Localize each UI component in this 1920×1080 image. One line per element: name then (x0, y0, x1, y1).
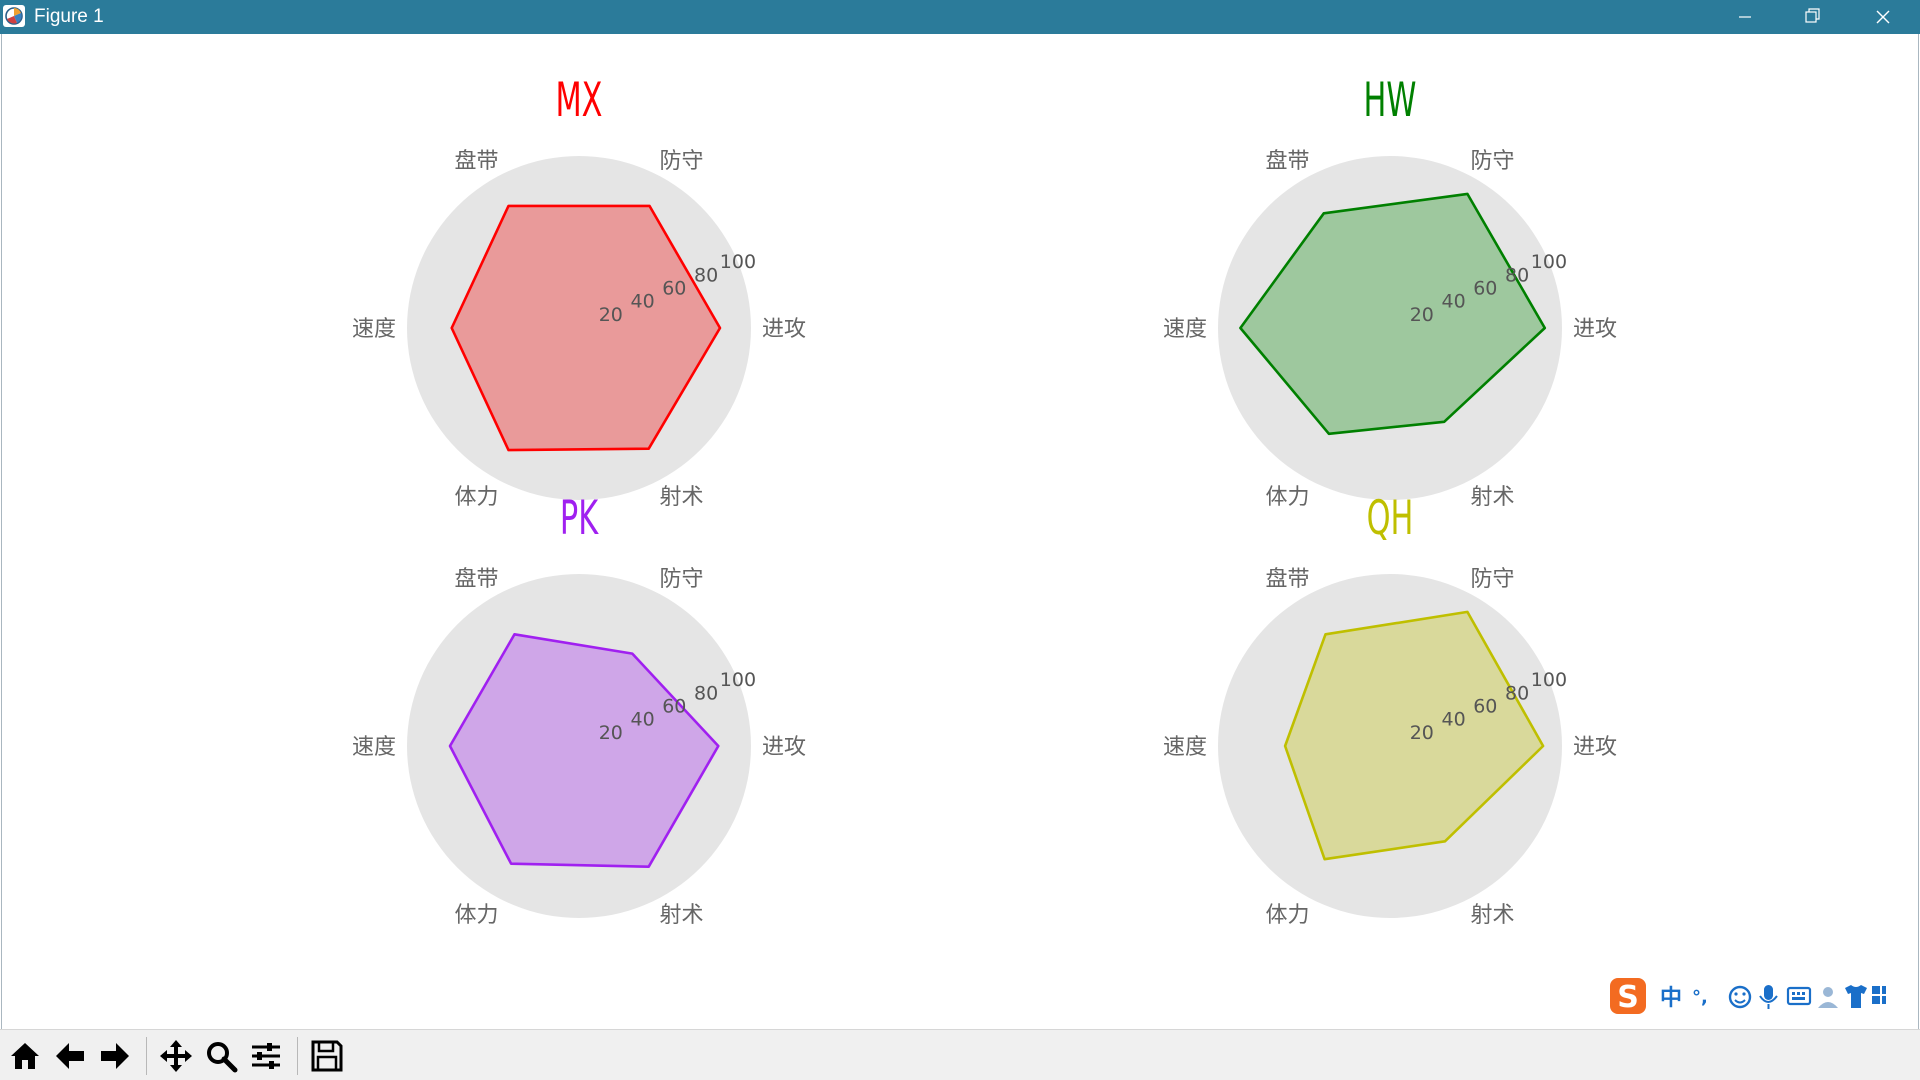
radial-tick-label: 40 (631, 709, 655, 731)
category-label: 盘带 (454, 149, 498, 174)
ime-punct-label: °, (1692, 987, 1708, 1008)
window-title: Figure 1 (34, 6, 104, 27)
skin-shirt-icon (1845, 985, 1867, 1008)
radial-tick-label: 100 (1531, 251, 1567, 273)
back-arrow-icon[interactable] (50, 1035, 90, 1077)
radial-tick-label: 60 (1473, 278, 1497, 300)
radial-tick-label: 100 (720, 669, 756, 691)
ime-mode-label: 中 (1660, 986, 1682, 1011)
toolbar-separator (146, 1037, 147, 1075)
category-label: 盘带 (1265, 567, 1309, 592)
pan-move-icon[interactable] (156, 1035, 196, 1077)
svg-text:S: S (1617, 980, 1639, 1015)
keyboard-icon (1786, 986, 1812, 1006)
subplot-title: PK (560, 491, 599, 546)
configure-subplots-icon[interactable] (246, 1035, 286, 1077)
radial-tick-label: 20 (599, 304, 623, 326)
navigation-toolbar (0, 1029, 1920, 1080)
toolbox-grid-icon (1872, 986, 1890, 1004)
radial-tick-label: 40 (1442, 709, 1466, 731)
category-label: 体力 (1265, 903, 1309, 928)
home-icon[interactable] (5, 1035, 45, 1077)
minimize-button[interactable] (1710, 0, 1780, 34)
radial-tick-label: 40 (631, 291, 655, 313)
radar-outline (450, 204, 722, 452)
subplot-title: QH (1367, 491, 1414, 546)
radar-area (1285, 611, 1544, 860)
category-label: 速度 (352, 317, 396, 342)
category-label: 体力 (454, 903, 498, 928)
category-label: 防守 (1470, 567, 1514, 592)
app-icon (2, 4, 26, 28)
category-label: 射术 (659, 903, 703, 928)
radial-tick-label: 80 (1505, 682, 1529, 704)
category-label: 防守 (659, 149, 703, 174)
radar-outline (1239, 192, 1547, 436)
close-button[interactable] (1848, 0, 1918, 34)
radar-outline (1283, 610, 1545, 861)
microphone-icon (1759, 985, 1778, 1009)
radial-tick-label: 80 (1505, 264, 1529, 286)
radar-area (1240, 193, 1545, 434)
radial-tick-label: 100 (1531, 669, 1567, 691)
category-label: 射术 (1470, 903, 1514, 928)
category-label: 进攻 (1573, 317, 1617, 342)
save-floppy-icon[interactable] (307, 1035, 347, 1077)
category-label: 进攻 (762, 317, 806, 342)
category-label: 进攻 (1573, 735, 1617, 760)
radial-tick-label: 100 (720, 251, 756, 273)
category-label: 盘带 (454, 567, 498, 592)
category-label: 体力 (454, 485, 498, 510)
radial-tick-label: 60 (662, 696, 686, 718)
radial-tick-label: 80 (694, 682, 718, 704)
subplot-title: MX (555, 73, 602, 128)
category-label: 速度 (352, 735, 396, 760)
toolbar-separator (297, 1037, 298, 1075)
category-label: 盘带 (1265, 149, 1309, 174)
radial-tick-label: 80 (694, 264, 718, 286)
radial-tick-label: 20 (599, 722, 623, 744)
restore-button[interactable] (1778, 0, 1848, 34)
radar-area (451, 205, 720, 451)
zoom-magnifier-icon[interactable] (201, 1035, 241, 1077)
emoji-icon (1728, 985, 1752, 1009)
category-label: 进攻 (762, 735, 806, 760)
radial-tick-label: 60 (662, 278, 686, 300)
sogou-logo-icon: S (1610, 978, 1646, 1015)
radial-tick-label: 60 (1473, 696, 1497, 718)
radial-tick-label: 20 (1410, 722, 1434, 744)
category-label: 速度 (1163, 735, 1207, 760)
user-icon (1818, 987, 1838, 1008)
subplot-title: HW (1364, 73, 1417, 128)
category-label: 速度 (1163, 317, 1207, 342)
forward-arrow-icon[interactable] (95, 1035, 135, 1077)
radial-tick-label: 20 (1410, 304, 1434, 326)
figure-canvas[interactable]: 20 40 60 80 100 进攻 防守 盘带 速度 体力 射术 MX 20 40 60 80 100 进攻 防守… (1, 34, 1919, 1029)
category-label: 防守 (1470, 149, 1514, 174)
category-label: 防守 (659, 567, 703, 592)
radar-outline (448, 632, 720, 869)
category-label: 体力 (1265, 485, 1309, 510)
radar-area (450, 634, 719, 867)
title-bar[interactable]: Figure 1 (0, 0, 1920, 34)
radial-tick-label: 40 (1442, 291, 1466, 313)
category-label: 射术 (659, 485, 703, 510)
category-label: 射术 (1470, 485, 1514, 510)
ime-toolbar: S 中 °, (1608, 974, 1890, 1018)
